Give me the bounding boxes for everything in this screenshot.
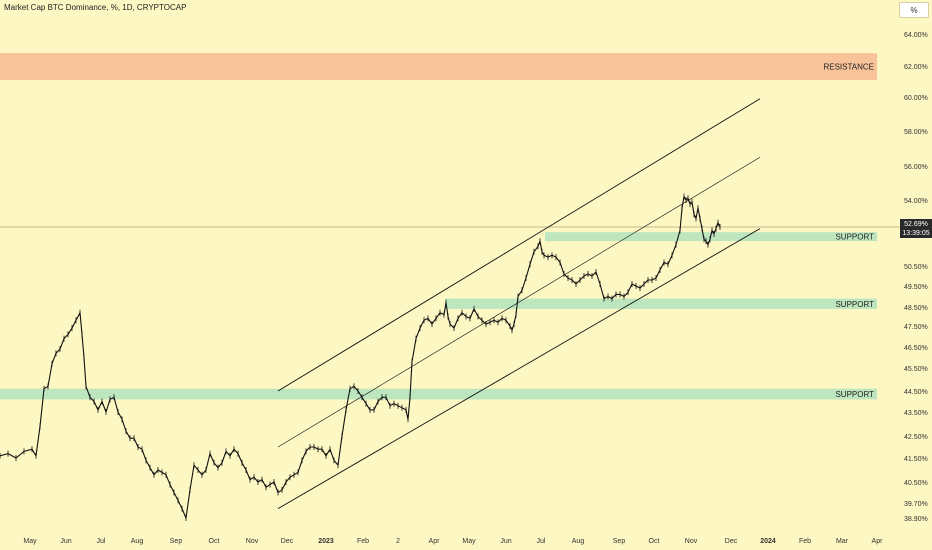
x-tick-label: Sep [613, 538, 626, 545]
y-tick-label: 47.50% [904, 324, 928, 331]
price-layer [0, 193, 721, 521]
x-tick-label: Nov [246, 538, 259, 545]
x-tick-label: Feb [799, 538, 811, 545]
y-tick-label: 38.90% [904, 516, 928, 523]
y-tick-label: 48.50% [904, 305, 928, 312]
y-tick-label: 43.50% [904, 410, 928, 417]
x-tick-label: 2023 [318, 538, 334, 545]
last-price-value: 52.69% [904, 221, 928, 228]
chart-title: Market Cap BTC Dominance, %, 1D, CRYPTOC… [4, 3, 187, 12]
x-tick-label: Feb [357, 538, 369, 545]
y-tick-label: 49.50% [904, 284, 928, 291]
channel-layer [277, 98, 761, 510]
x-tick-label: Aug [572, 538, 585, 545]
support-label-3: SUPPORT [835, 390, 874, 399]
x-tick-label: Jul [537, 538, 546, 545]
price-series-line [0, 196, 721, 519]
channel-line-middle[interactable] [277, 156, 761, 448]
y-tick-label: 45.50% [904, 366, 928, 373]
x-tick-label: Oct [209, 538, 220, 545]
support-label-2: SUPPORT [835, 300, 874, 309]
x-tick-label: Jun [500, 538, 511, 545]
channel-line-upper[interactable] [277, 98, 761, 392]
y-tick-label: 40.50% [904, 480, 928, 487]
resistance-label-0: RESISTANCE [823, 63, 874, 72]
support-label-1: SUPPORT [835, 233, 874, 242]
x-tick-label: 2024 [760, 538, 776, 545]
resistance-zone-0 [0, 53, 877, 80]
last-price-tag: 52.69% 13:39:05 [900, 219, 932, 238]
y-tick-label: 44.50% [904, 389, 928, 396]
y-tick-label: 50.50% [904, 264, 928, 271]
support-zone-2 [445, 298, 877, 309]
y-tick-label: 41.50% [904, 456, 928, 463]
x-tick-label: Sep [170, 538, 183, 545]
x-tick-label: Apr [872, 538, 884, 545]
support-zone-3 [0, 388, 877, 400]
y-tick-label: 46.50% [904, 345, 928, 352]
percent-scale-button[interactable]: % [899, 2, 929, 18]
y-tick-label: 60.00% [904, 95, 928, 102]
y-tick-label: 39.70% [904, 501, 928, 508]
x-axis[interactable]: May Jun Jul Aug Sep Oct Nov Dec 2023 Feb 2 Apr May Ju… [23, 538, 883, 545]
y-tick-label: 56.00% [904, 164, 928, 171]
x-tick-label: May [462, 538, 476, 545]
x-tick-label: Nov [685, 538, 698, 545]
x-tick-label: May [23, 538, 37, 545]
last-price-countdown: 13:39:05 [902, 230, 930, 237]
x-tick-label: Jun [60, 538, 71, 545]
y-tick-label: 58.00% [904, 129, 928, 136]
x-tick-label: Aug [131, 538, 144, 545]
channel-line-lower[interactable] [277, 228, 761, 510]
x-tick-label: Mar [836, 538, 849, 545]
x-tick-label: Dec [725, 538, 738, 545]
zones-layer: RESISTANCE SUPPORT SUPPORT SUPPORT [0, 53, 877, 400]
x-tick-label: Dec [281, 538, 294, 545]
y-axis[interactable]: 64.00% 62.00% 60.00% 58.00% 56.00% 54.00% 50.5… [904, 32, 928, 523]
x-tick-label: 2 [396, 538, 400, 545]
y-tick-label: 64.00% [904, 32, 928, 39]
x-tick-label: Oct [649, 538, 660, 545]
y-tick-label: 42.50% [904, 434, 928, 441]
x-tick-label: Apr [429, 538, 441, 545]
y-tick-label: 62.00% [904, 64, 928, 71]
x-tick-label: Jul [97, 538, 106, 545]
y-tick-label: 54.00% [904, 198, 928, 205]
